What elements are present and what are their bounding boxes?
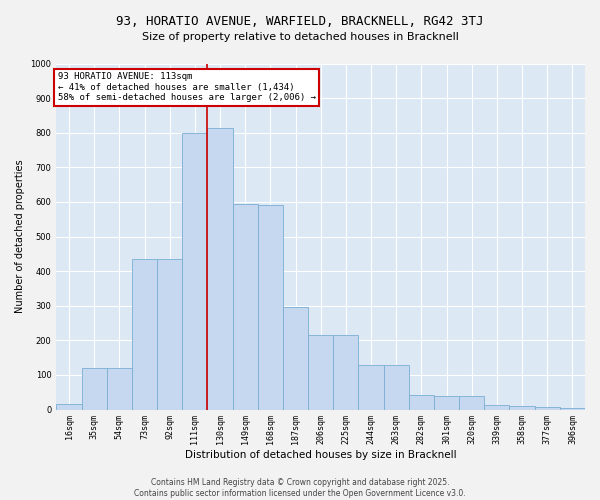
Bar: [107, 368, 132, 410]
Bar: [132, 259, 157, 410]
Bar: [56, 404, 82, 409]
Bar: [233, 204, 258, 410]
Text: Size of property relative to detached houses in Bracknell: Size of property relative to detached ho…: [142, 32, 458, 42]
Bar: [509, 406, 535, 409]
Bar: [409, 395, 434, 409]
Bar: [535, 407, 560, 410]
Bar: [358, 364, 383, 410]
Bar: [82, 368, 107, 410]
Bar: [459, 396, 484, 409]
Bar: [434, 396, 459, 409]
Text: Contains HM Land Registry data © Crown copyright and database right 2025.
Contai: Contains HM Land Registry data © Crown c…: [134, 478, 466, 498]
X-axis label: Distribution of detached houses by size in Bracknell: Distribution of detached houses by size …: [185, 450, 457, 460]
Bar: [182, 132, 208, 409]
Text: 93, HORATIO AVENUE, WARFIELD, BRACKNELL, RG42 3TJ: 93, HORATIO AVENUE, WARFIELD, BRACKNELL,…: [116, 15, 484, 28]
Bar: [157, 259, 182, 410]
Bar: [208, 128, 233, 410]
Bar: [383, 364, 409, 410]
Bar: [283, 308, 308, 410]
Bar: [560, 408, 585, 410]
Bar: [258, 206, 283, 410]
Bar: [333, 335, 358, 409]
Text: 93 HORATIO AVENUE: 113sqm
← 41% of detached houses are smaller (1,434)
58% of se: 93 HORATIO AVENUE: 113sqm ← 41% of detac…: [58, 72, 316, 102]
Bar: [308, 335, 333, 409]
Bar: [484, 406, 509, 409]
Y-axis label: Number of detached properties: Number of detached properties: [15, 160, 25, 314]
